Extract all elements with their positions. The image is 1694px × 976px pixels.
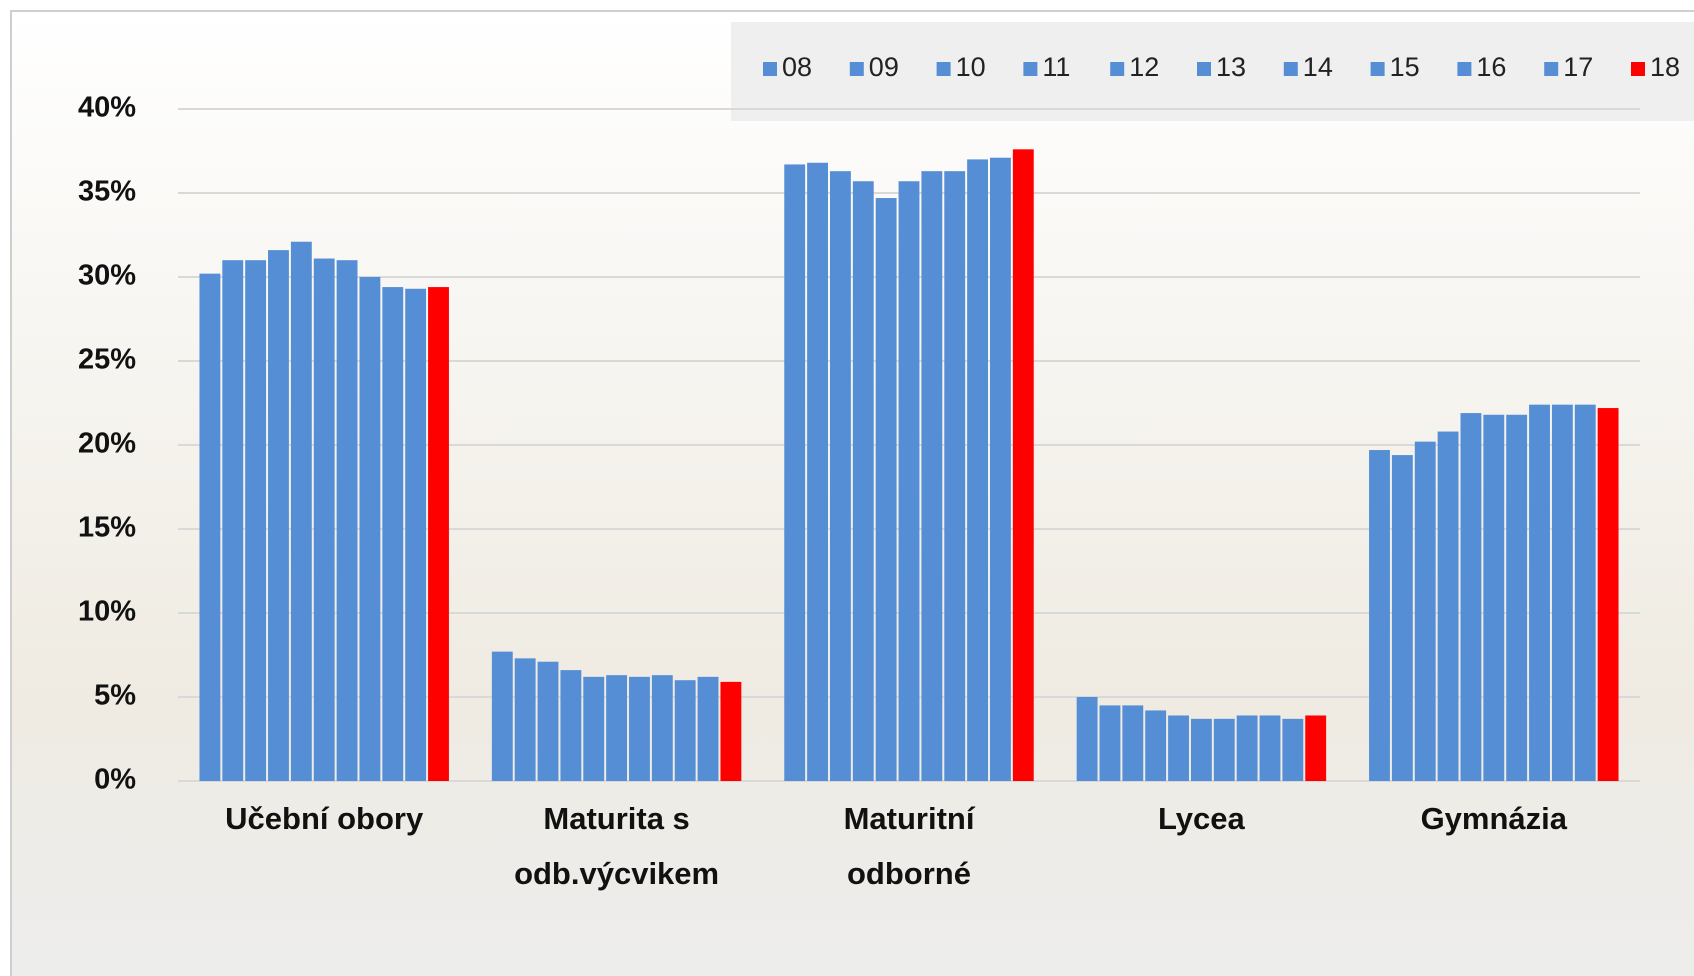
bar [1122,705,1144,781]
legend-label: 14 [1303,52,1333,82]
bar [428,287,449,781]
bar [1597,408,1619,781]
bar [1012,149,1034,781]
bar [674,680,696,781]
y-tick-label: 25% [78,344,136,376]
bar [1369,450,1390,781]
bar [1190,718,1212,781]
bar [290,241,312,782]
bar [1483,414,1505,781]
y-tick-label: 35% [78,176,136,208]
legend-label: 10 [956,52,986,82]
bar [1236,715,1258,781]
bar [967,159,989,781]
bar [807,162,828,781]
y-tick-label: 0% [94,764,136,796]
bar [651,675,673,781]
legend-marker [849,62,864,76]
bar [1551,404,1573,781]
bar [1437,431,1459,781]
bar [313,258,335,781]
bar [336,260,358,781]
bar [583,676,605,781]
legend-marker [1110,62,1125,76]
bar [898,181,920,782]
legend-label: 11 [1042,52,1070,82]
bar [1529,404,1550,781]
bar [222,260,244,781]
bar [629,676,650,781]
bar [1391,455,1413,781]
legend-marker [1197,62,1211,76]
bar [1414,441,1436,781]
bar [1099,705,1121,781]
bar [1168,715,1189,781]
bar [944,171,966,781]
x-tick-label: Maturitní odborné [843,801,975,891]
bar [921,171,943,781]
legend-marker [1544,62,1559,76]
y-tick-label: 40% [78,92,136,124]
bar [514,658,536,781]
bar [1282,718,1304,781]
bar [359,277,381,781]
legend-marker [1631,62,1645,76]
bar [875,198,897,782]
legend-label: 15 [1390,52,1420,82]
x-tick-label: Maturita s odb.výcvikem [514,801,720,891]
bar [829,171,851,781]
legend-marker [1283,62,1298,76]
bar [1076,697,1098,781]
legend-marker [1457,62,1472,76]
bar [697,676,719,781]
bar [1305,715,1327,781]
bar [1460,413,1482,781]
legend-label: 16 [1476,52,1506,82]
legend-box [731,22,1694,121]
x-tick-label: Učební obory [225,801,424,836]
y-tick-label: 5% [94,680,136,712]
legend-label: 18 [1650,52,1680,82]
legend-marker [763,62,777,76]
x-tick-label: Gymnázia [1420,801,1568,836]
bar [537,661,559,781]
bar [199,273,221,781]
y-tick-label: 10% [78,596,136,628]
bar [245,260,267,781]
bar [560,670,582,781]
bar [1574,404,1596,781]
bar [1213,718,1235,781]
bar [720,681,742,781]
y-tick-label: 20% [78,428,136,460]
y-tick-label: 15% [78,512,136,544]
legend-marker [1370,62,1385,76]
bar [990,157,1011,782]
legend-label: 17 [1563,52,1593,82]
bar [784,164,806,781]
legend-label: 08 [782,52,812,82]
bar [1506,414,1528,781]
bar [1259,715,1281,781]
bar [405,288,427,781]
legend-label: 13 [1216,52,1246,82]
bar [268,250,289,781]
legend-marker [936,62,951,76]
legend-label: 09 [869,52,899,82]
legend-marker [1023,62,1038,76]
bar [1145,710,1167,781]
legend-label: 12 [1129,52,1159,82]
y-tick-label: 30% [78,260,136,292]
bar [491,651,513,781]
x-tick-label: Lycea [1158,801,1245,836]
bar [382,287,404,781]
bar [606,675,628,781]
bar [852,181,874,782]
